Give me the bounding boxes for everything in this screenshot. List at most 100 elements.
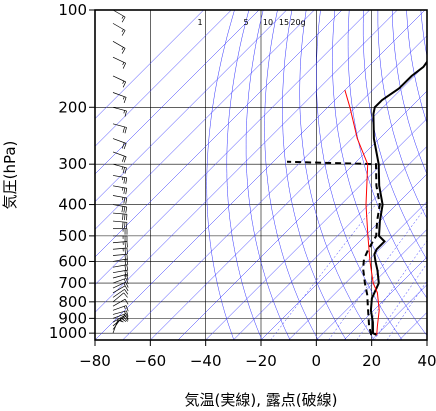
wind-barb-flag (122, 177, 124, 181)
wind-barb-flag (122, 62, 127, 69)
isotherm-line (95, 10, 343, 258)
wind-barb (113, 235, 128, 242)
wind-barb-flag (123, 143, 127, 150)
wind-barb-flag (126, 270, 129, 277)
wind-barb (112, 56, 127, 69)
parcel-profile-line (344, 89, 380, 336)
wind-barb-staff (112, 195, 127, 199)
wind-barb-flag (125, 281, 129, 288)
wind-barb (112, 292, 128, 303)
mixing-ratio-label: 20g (290, 18, 305, 27)
dry-adiabat-line (299, 10, 375, 340)
wind-barb-staff (112, 310, 127, 315)
wind-barb-staff (112, 9, 126, 18)
dry-adiabat-line (245, 10, 291, 340)
wind-barb (112, 212, 128, 221)
wind-barb-flag (125, 206, 128, 213)
wind-barb-flag (126, 214, 128, 221)
mixing-ratio-label: 5 (243, 18, 248, 27)
isotherm-line (95, 10, 287, 203)
x-axis-label: 気温(実線), 露点(破線) (185, 391, 338, 409)
y-tick-label: 500 (58, 227, 87, 245)
y-tick-label: 200 (58, 98, 87, 116)
wind-barb (112, 163, 127, 174)
isotherm-line (260, 173, 427, 340)
wind-barb-flag (126, 222, 128, 229)
wind-barb (112, 92, 127, 104)
wind-barb-flag (123, 177, 126, 184)
wind-barb-flag (126, 247, 128, 255)
wind-barb-flag (123, 292, 128, 298)
x-tick-label: −20 (245, 352, 277, 370)
isotherm-line (95, 10, 232, 147)
wind-barb-flag (122, 167, 125, 174)
wind-barb (112, 195, 128, 204)
wind-barb (112, 106, 127, 117)
dry-adiabat-line (282, 10, 347, 340)
wind-barb-flag (121, 30, 126, 36)
isotherm-line (426, 339, 427, 340)
grid-layer (95, 10, 427, 340)
wind-barb-flag (126, 241, 128, 248)
wind-barb (112, 289, 129, 298)
wind-barb-staff (112, 298, 126, 307)
y-tick-label: 800 (58, 293, 87, 311)
wind-barb-flag (121, 317, 125, 321)
wind-barb-flag (123, 282, 126, 286)
wind-barb (112, 23, 126, 36)
wind-barb-flag (123, 316, 126, 319)
wind-barb-flag (123, 97, 127, 104)
tick-layer: 1 5 10 15 20g1002003004005006007008009001000… (49, 1, 436, 370)
dry-adiabat-line (347, 10, 427, 299)
wind-barb-staff (112, 212, 127, 215)
wind-barb-staff (112, 264, 127, 268)
isotherm-line (233, 145, 427, 340)
x-tick-label: 40 (417, 352, 436, 370)
wind-barb-flag (121, 47, 124, 51)
dry-adiabat-line (420, 10, 427, 58)
wind-barb-staff (112, 175, 127, 179)
x-tick-label: 0 (312, 352, 322, 370)
wind-barb-staff (112, 241, 127, 244)
wind-barb-flag (121, 142, 125, 149)
wind-barb-staff (112, 106, 127, 112)
wind-barb (112, 151, 127, 163)
wind-barb-flag (123, 314, 126, 318)
wind-barb-flag (126, 264, 129, 271)
y-tick-label: 300 (58, 155, 87, 173)
wind-barb (112, 298, 129, 307)
wind-barb (112, 175, 128, 184)
wind-barb-staff (112, 258, 127, 262)
wind-barb-flag (125, 305, 129, 312)
dry-adiabat-line (226, 10, 263, 340)
dry-adiabat-line (391, 10, 427, 175)
wind-barb-flag (125, 188, 128, 195)
y-tick-label: 600 (58, 252, 87, 270)
mixing-ratio-label: 10 (263, 18, 273, 27)
wind-barb (112, 220, 128, 229)
wind-barb-flag (124, 289, 129, 295)
y-tick-label: 1000 (49, 324, 87, 342)
wind-barb-flag (124, 241, 126, 248)
wind-barb-flag (122, 96, 125, 100)
isotherm-line (343, 256, 427, 340)
wind-barb-staff (112, 23, 126, 31)
y-axis-label: 気圧(hPa) (1, 141, 19, 210)
wind-barb-flag (126, 310, 129, 317)
wind-barb (112, 258, 129, 266)
mixing-ratio-line (270, 204, 376, 340)
wind-barb-staff (112, 41, 126, 49)
x-tick-label: −40 (190, 352, 222, 370)
wind-barb-flag (123, 110, 125, 114)
dry-adiabat-line (332, 10, 427, 337)
wind-barb-staff (112, 316, 124, 327)
wind-barb-staff (112, 151, 127, 158)
wind-barb-flag (124, 222, 126, 229)
mixing-ratio-label: 15 (279, 18, 289, 27)
wind-barb-flag (124, 274, 126, 278)
dry-adiabat-line (264, 10, 319, 340)
mixing-ratio-line (328, 205, 427, 340)
temperature-profile-line (369, 60, 427, 336)
wind-barb-flag (125, 313, 129, 320)
